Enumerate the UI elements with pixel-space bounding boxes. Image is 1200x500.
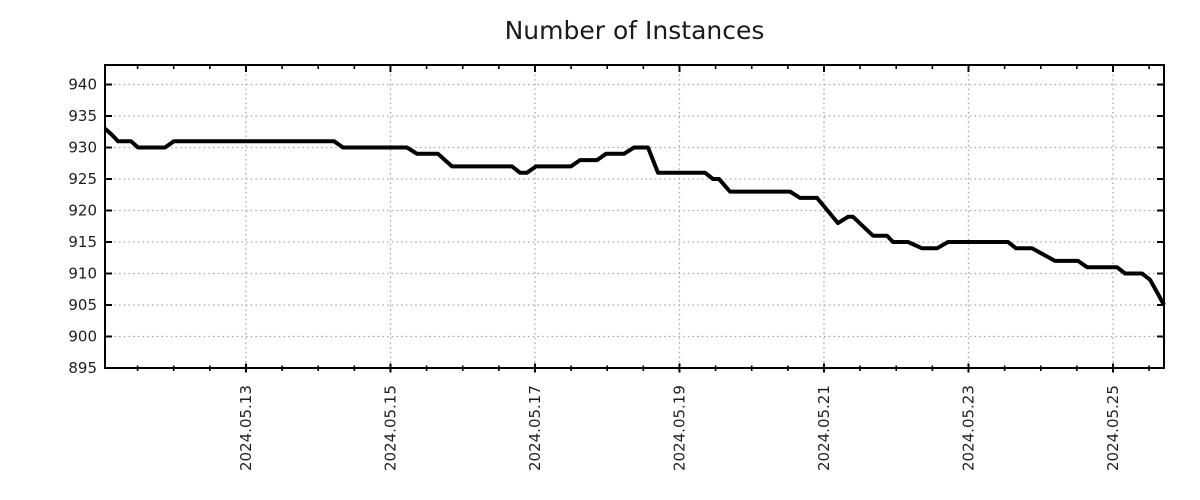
chart-title: Number of Instances [505,16,765,45]
plot-border [104,64,1165,369]
y-tick-label: 905 [68,296,97,314]
y-tick-label: 895 [68,359,97,377]
y-tick-label: 920 [68,202,97,220]
x-tick-label: 2024.05.19 [670,385,688,471]
x-tick-label: 2024.05.23 [959,385,977,471]
y-tick-label: 915 [68,233,97,251]
y-tick-label: 900 [68,328,97,346]
series-layer [103,127,1166,306]
axis-layer [104,64,1165,373]
y-tick-label: 940 [68,76,97,94]
x-tick-label: 2024.05.17 [526,385,544,471]
x-tick-label: 2024.05.13 [237,385,255,471]
series-line-instances [103,127,1166,306]
y-tick-label: 935 [68,107,97,125]
x-tick-label: 2024.05.25 [1104,385,1122,471]
x-tick-label: 2024.05.15 [381,385,399,471]
grid-layer [105,65,1164,368]
x-tick-label: 2024.05.21 [815,385,833,471]
y-tick-label: 910 [68,265,97,283]
axis-labels: 2024.05.13 2024.05.15 2024.05.17 2024.05.19… [68,76,1122,471]
y-tick-label: 930 [68,139,97,157]
y-tick-label: 925 [68,170,97,188]
